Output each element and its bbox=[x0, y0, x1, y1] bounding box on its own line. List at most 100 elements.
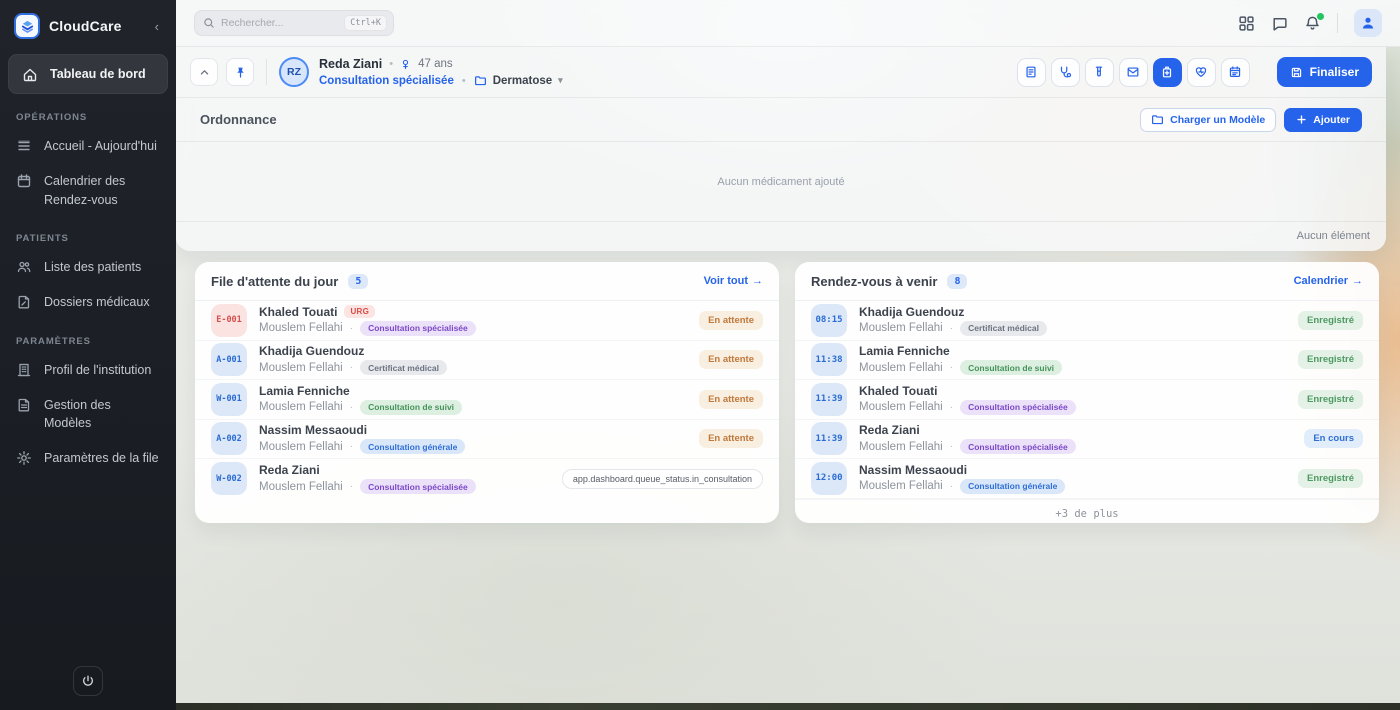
pin-button[interactable] bbox=[226, 58, 254, 86]
apps-grid-icon[interactable] bbox=[1238, 15, 1255, 32]
load-template-button[interactable]: Charger un Modèle bbox=[1140, 107, 1277, 132]
patient-name: Nassim Messaoudi bbox=[259, 423, 368, 438]
sidebar-collapse-icon[interactable]: ‹ bbox=[154, 18, 159, 34]
queue-row[interactable]: E-001 Khaled Touati URG Mouslem Fellahi … bbox=[195, 301, 779, 341]
doctor-name: Mouslem Fellahi bbox=[859, 401, 943, 414]
queue-number-badge: A-001 bbox=[211, 343, 247, 377]
sidebar-item-label: Profil de l'institution bbox=[44, 362, 152, 377]
separator-dot bbox=[350, 441, 353, 452]
message-tab-button[interactable] bbox=[1118, 57, 1148, 87]
consultation-type-pill: Consultation de suivi bbox=[960, 360, 1063, 376]
appointment-row[interactable]: 12:00 Nassim Messaoudi Mouslem Fellahi C… bbox=[795, 459, 1379, 499]
sidebar-item-profil-institution[interactable]: Profil de l'institution bbox=[0, 353, 176, 388]
sidebar: CloudCare ‹ Tableau de bord OPÉRATIONS A… bbox=[0, 0, 176, 710]
patient-name: Khadija Guendouz bbox=[859, 304, 965, 319]
sidebar-item-liste-patients[interactable]: Liste des patients bbox=[0, 250, 176, 285]
consultation-type-pill: Consultation spécialisée bbox=[960, 399, 1076, 415]
add-medication-button[interactable]: Ajouter bbox=[1284, 107, 1362, 132]
users-icon bbox=[16, 258, 32, 275]
sidebar-item-label: Liste des patients bbox=[44, 260, 142, 275]
view-all-link[interactable]: Voir tout bbox=[704, 275, 763, 287]
sidebar-item-gestion-modeles[interactable]: Gestion des Modèles bbox=[0, 388, 176, 442]
queue-row[interactable]: A-002 Nassim Messaoudi Mouslem Fellahi C… bbox=[195, 420, 779, 459]
separator-dot bbox=[950, 481, 953, 492]
bell-icon[interactable] bbox=[1304, 12, 1324, 32]
sidebar-item-label: Gestion des Modèles bbox=[44, 397, 111, 431]
sidebar-item-parametres-file[interactable]: Paramètres de la file bbox=[0, 441, 176, 476]
document-icon bbox=[16, 396, 32, 413]
patient-name: Reda Ziani bbox=[319, 57, 383, 71]
chevron-down-icon: ▾ bbox=[558, 75, 563, 85]
queue-row[interactable]: W-001 Lamia Fenniche Mouslem Fellahi Con… bbox=[195, 380, 779, 420]
consultation-type-pill: Consultation générale bbox=[960, 478, 1066, 494]
queue-count-badge: 5 bbox=[348, 273, 369, 289]
sidebar-section-patients: PATIENTS bbox=[16, 233, 69, 245]
queue-row[interactable]: W-002 Reda Ziani Mouslem Fellahi Consult… bbox=[195, 459, 779, 499]
calendar-tab-button[interactable] bbox=[1220, 57, 1250, 87]
sidebar-section-operations: OPÉRATIONS bbox=[16, 112, 88, 123]
doctor-name: Mouslem Fellahi bbox=[259, 480, 343, 493]
consultation-type-pill: Certificat médical bbox=[960, 320, 1047, 336]
patient-name: Reda Ziani bbox=[259, 463, 320, 478]
separator-dot bbox=[350, 323, 353, 334]
sidebar-item-label: Tableau de bord bbox=[50, 67, 146, 81]
separator-dot bbox=[350, 481, 353, 492]
consultation-type-link[interactable]: Consultation spécialisée bbox=[319, 74, 454, 87]
patient-name: Khadija Guendouz bbox=[259, 344, 365, 359]
notes-tab-button[interactable] bbox=[1016, 57, 1046, 87]
appointment-time-badge: 11:39 bbox=[811, 422, 847, 456]
patient-name: Khaled Touati bbox=[859, 383, 938, 398]
calendar-link[interactable]: Calendrier bbox=[1294, 275, 1363, 287]
dossier-selector[interactable]: Dermatose ▾ bbox=[474, 74, 563, 87]
add-label: Ajouter bbox=[1313, 113, 1350, 126]
building-icon bbox=[16, 361, 32, 378]
separator-dot bbox=[950, 441, 953, 452]
urgent-badge: URG bbox=[344, 305, 376, 319]
doctor-name: Mouslem Fellahi bbox=[259, 440, 343, 453]
logout-power-button[interactable] bbox=[73, 666, 103, 696]
appointment-row[interactable]: 11:39 Reda Ziani Mouslem Fellahi Consult… bbox=[795, 420, 1379, 459]
gender-icon bbox=[400, 59, 411, 70]
appointment-time-badge: 11:39 bbox=[811, 382, 847, 416]
more-appointments-text: +3 de plus bbox=[795, 498, 1379, 524]
search-input[interactable] bbox=[221, 17, 339, 29]
sidebar-item-label: Calendrier des Rendez-vous bbox=[44, 173, 126, 207]
sidebar-item-accueil[interactable]: Accueil - Aujourd'hui bbox=[0, 129, 176, 164]
global-search[interactable]: Ctrl+K bbox=[194, 10, 394, 36]
user-avatar-button[interactable] bbox=[1354, 9, 1382, 37]
folder-icon bbox=[1151, 113, 1164, 126]
chat-icon[interactable] bbox=[1271, 15, 1288, 32]
finalize-button[interactable]: Finaliser bbox=[1276, 57, 1372, 87]
sidebar-item-dossiers[interactable]: Dossiers médicaux bbox=[0, 285, 176, 320]
status-badge: Enregistré bbox=[1298, 350, 1363, 370]
prescription-tab-button[interactable] bbox=[1152, 57, 1182, 87]
vitals-tab-button[interactable] bbox=[1186, 57, 1216, 87]
status-badge: Enregistré bbox=[1298, 468, 1363, 488]
patient-name: Reda Ziani bbox=[859, 423, 920, 438]
sidebar-item-label: Dossiers médicaux bbox=[44, 295, 150, 309]
medical-file-icon bbox=[16, 293, 32, 310]
sidebar-item-tableau-de-bord[interactable]: Tableau de bord bbox=[8, 54, 168, 94]
status-badge: En attente bbox=[699, 350, 763, 370]
consultation-type-pill: Consultation générale bbox=[360, 439, 466, 455]
sidebar-item-calendrier[interactable]: Calendrier des Rendez-vous bbox=[0, 164, 176, 218]
status-badge: En cours bbox=[1304, 429, 1363, 449]
background-bottom-strip bbox=[0, 703, 1400, 710]
queue-number-badge: A-002 bbox=[211, 422, 247, 456]
appointments-count-badge: 8 bbox=[947, 273, 968, 289]
queue-row[interactable]: A-001 Khadija Guendouz Mouslem Fellahi C… bbox=[195, 341, 779, 380]
cloudcare-logo-icon bbox=[14, 13, 40, 39]
ordonnance-title: Ordonnance bbox=[200, 112, 277, 127]
power-icon bbox=[81, 674, 95, 688]
calendar-icon bbox=[16, 172, 32, 189]
collapse-panel-button[interactable] bbox=[190, 58, 218, 86]
stethoscope-tab-button[interactable] bbox=[1050, 57, 1080, 87]
appointment-row[interactable]: 11:38 Lamia Fenniche Mouslem Fellahi Con… bbox=[795, 341, 1379, 380]
plus-icon bbox=[1296, 114, 1307, 125]
appointment-row[interactable]: 08:15 Khadija Guendouz Mouslem Fellahi C… bbox=[795, 301, 1379, 341]
appointments-title: Rendez-vous à venir bbox=[811, 273, 938, 289]
appointment-row[interactable]: 11:39 Khaled Touati Mouslem Fellahi Cons… bbox=[795, 380, 1379, 420]
separator-dot bbox=[350, 402, 353, 413]
lab-tube-tab-button[interactable] bbox=[1084, 57, 1114, 87]
topbar-divider bbox=[1337, 13, 1338, 33]
